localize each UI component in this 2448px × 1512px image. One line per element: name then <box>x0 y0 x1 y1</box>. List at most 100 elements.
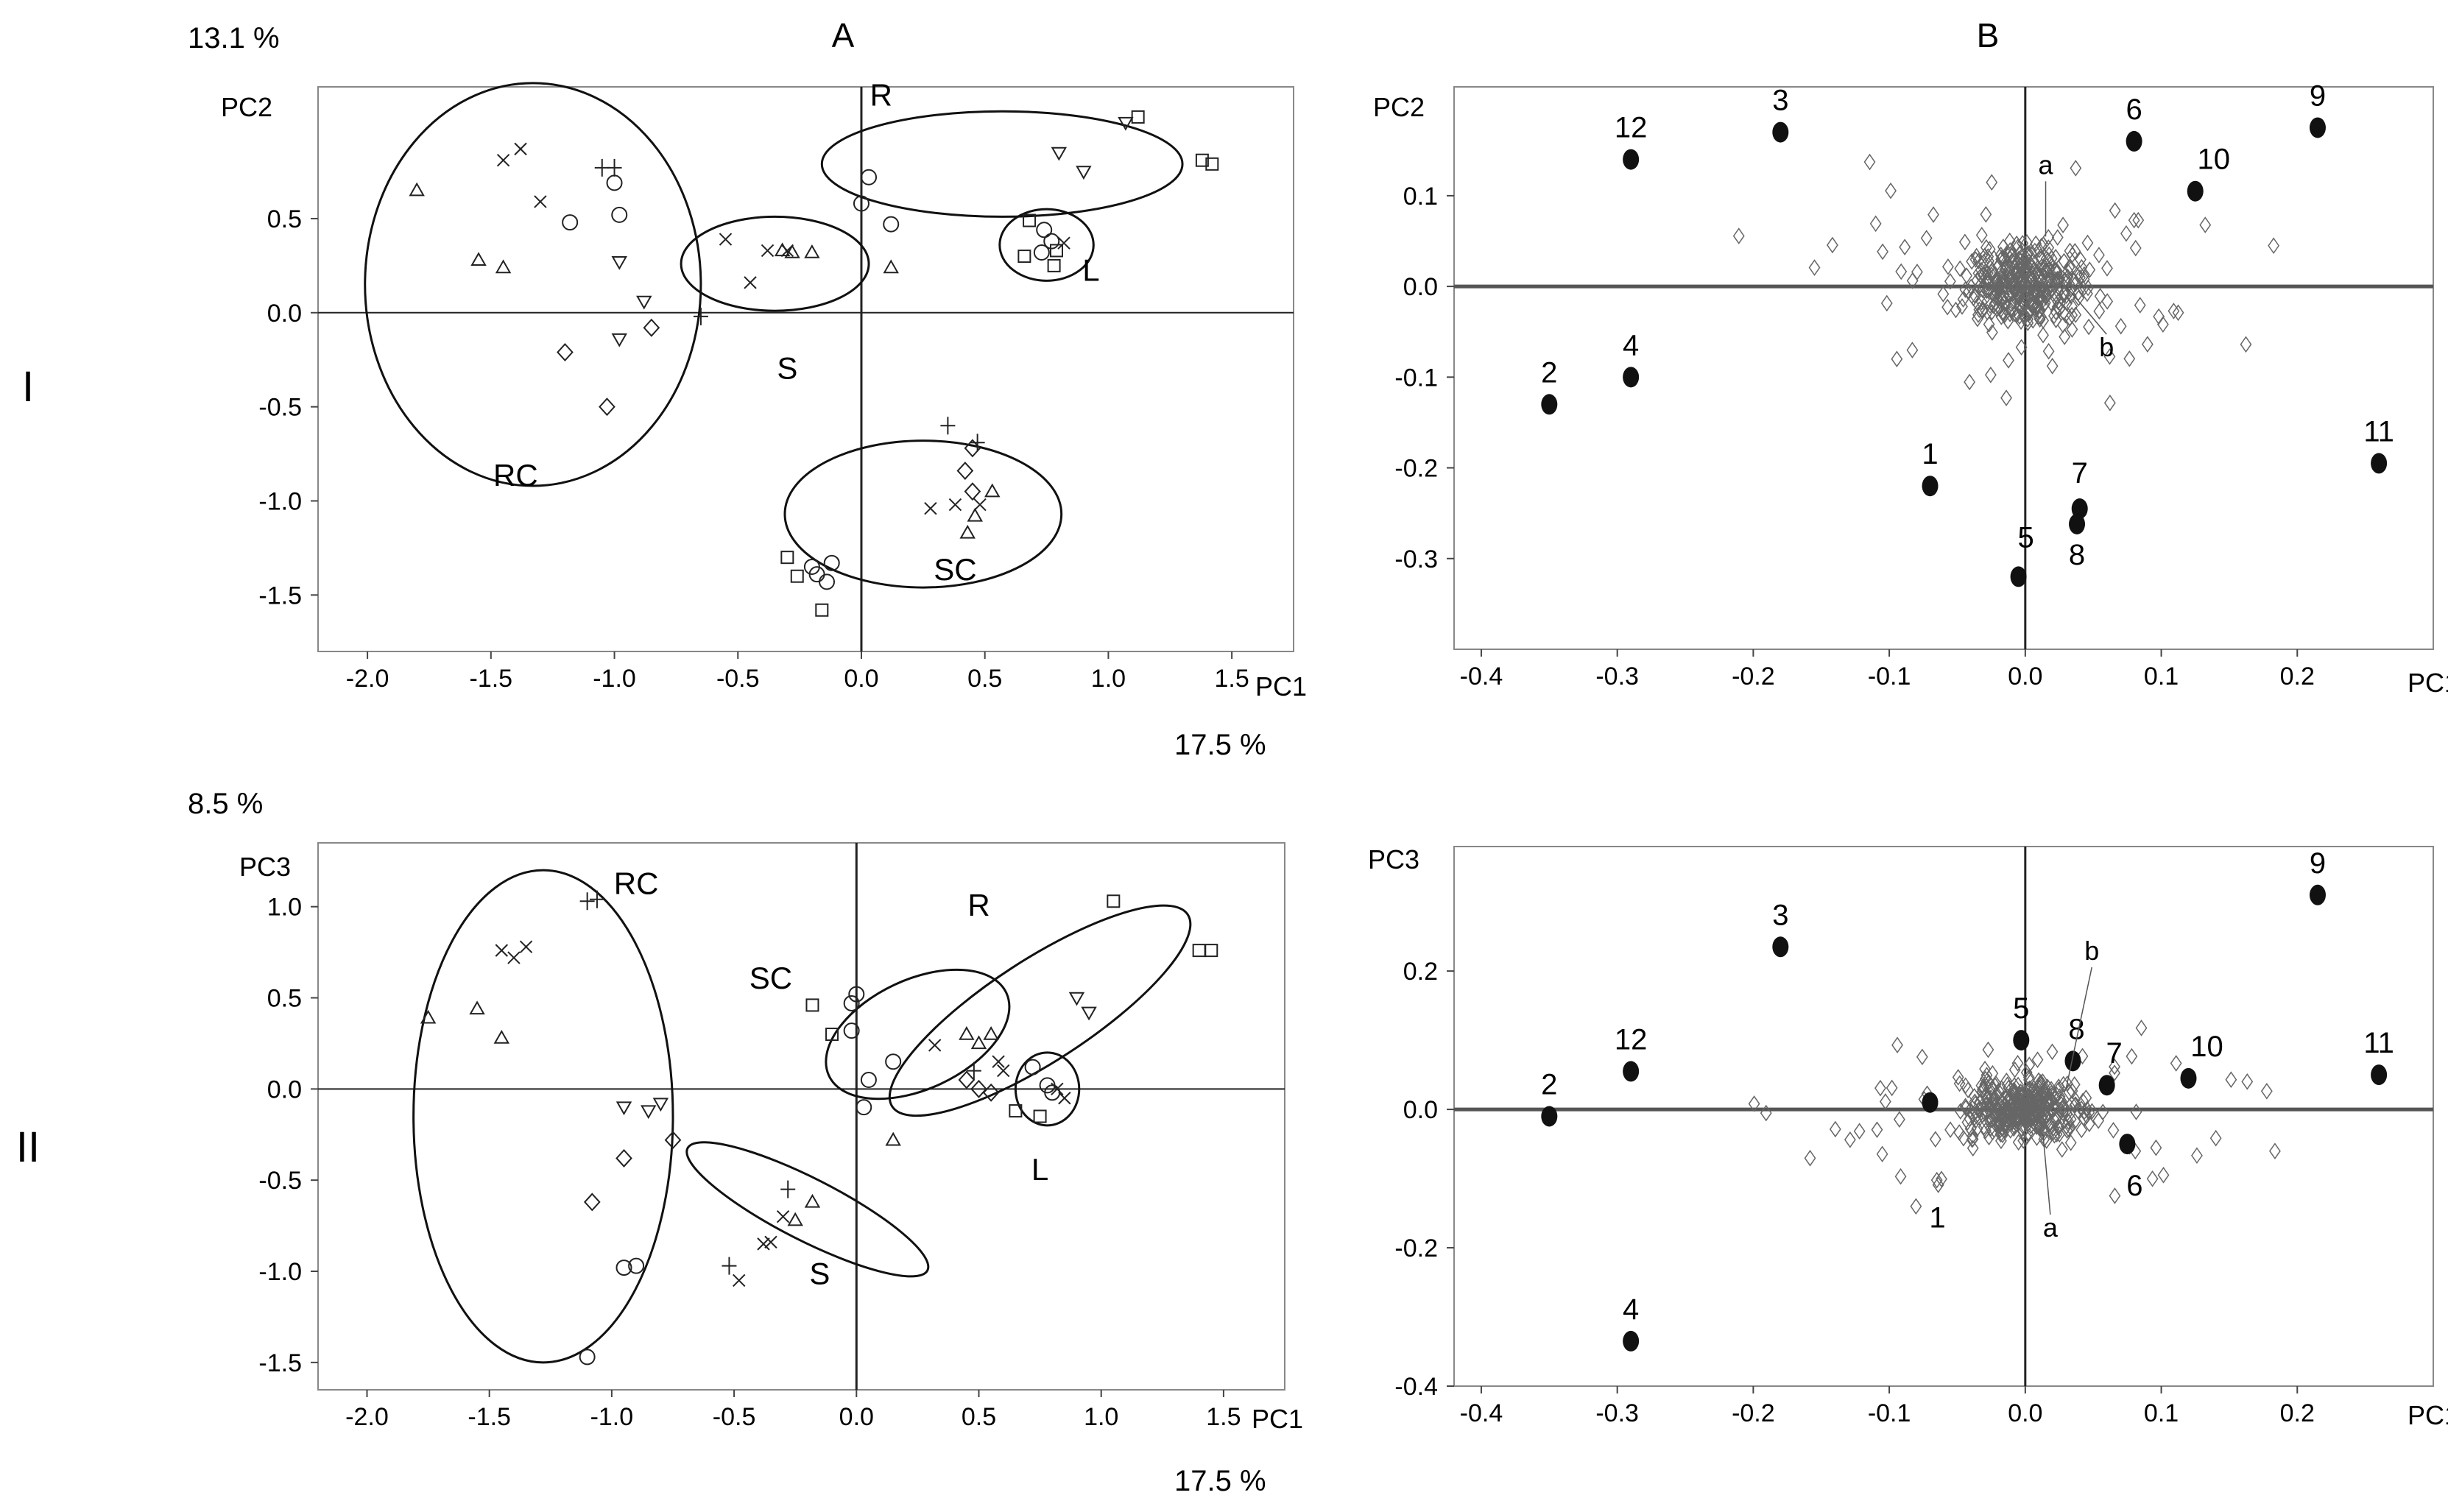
variable-loading-point <box>1994 1112 2006 1130</box>
labeled-loading-point <box>2309 117 2326 138</box>
sample-point <box>636 295 652 310</box>
variable-loading-point <box>1986 1123 1999 1141</box>
variable-loading-point <box>2020 250 2033 267</box>
variable-loading-point <box>2021 256 2033 274</box>
group-label-s: S <box>777 350 797 385</box>
sample-point <box>787 1212 803 1226</box>
variable-loading-point <box>2153 308 2165 325</box>
variable-loading-point <box>2000 389 2012 406</box>
variable-loading-point <box>2034 308 2047 325</box>
variable-loading-point <box>1960 1099 1972 1117</box>
variable-loading-point <box>2050 271 2063 289</box>
variable-loading-point <box>2015 339 2028 356</box>
variable-loading-point <box>2037 1083 2050 1100</box>
group-ellipse-s <box>685 1141 930 1278</box>
variable-loading-point <box>2014 244 2026 261</box>
labeled-loading-point <box>1922 476 1939 497</box>
sample-point <box>1023 213 1037 227</box>
y-tick-label: -0.2 <box>1394 455 1438 483</box>
sample-point <box>1033 1109 1047 1123</box>
variable-loading-point <box>2065 260 2078 277</box>
y-tick-label: -0.3 <box>1394 545 1438 573</box>
sample-point <box>1107 894 1121 908</box>
variable-loading-point <box>1994 264 2007 281</box>
x-tick-label: -1.5 <box>470 665 513 693</box>
variable-loading-point <box>2141 336 2154 353</box>
variable-loading-point <box>1969 1102 1982 1120</box>
variable-loading-point <box>2042 239 2055 256</box>
variable-loading-point <box>2005 1115 2017 1133</box>
variable-loading-point <box>2040 262 2053 279</box>
variable-loading-point <box>2150 1139 2162 1156</box>
y-tick-label: -0.5 <box>258 394 302 422</box>
sample-point <box>815 603 829 617</box>
sample-point <box>973 498 987 512</box>
variable-loading-point <box>2037 326 2049 344</box>
variable-loading-point <box>1981 292 1994 310</box>
variable-loading-point <box>1971 272 1983 289</box>
variable-loading-point <box>2031 1086 2044 1103</box>
variable-loading-point <box>1996 304 2008 322</box>
variable-loading-point <box>1929 1131 1941 1148</box>
sample-point <box>883 259 899 274</box>
group-label-rc: RC <box>493 458 538 492</box>
variable-loading-point <box>2043 260 2056 278</box>
panel-ii-a-scores-plot: 8.5 % 17.5 % PC1 PC3 -2.0 -1.5 -1.0 -0.5 0.0… <box>188 788 1303 1497</box>
variable-loading-point <box>2109 1064 2120 1081</box>
x-tick-label: 0.0 <box>2008 1399 2042 1427</box>
column-label-b: B <box>1977 16 2000 54</box>
sample-point <box>1043 233 1060 250</box>
sample-point <box>507 951 521 964</box>
variable-loading-point <box>2034 1073 2047 1091</box>
variable-loading-point <box>2022 275 2035 292</box>
variable-loading-point <box>2191 1147 2203 1165</box>
y-axis-label: PC2 <box>221 92 272 122</box>
sample-point <box>470 252 487 266</box>
variable-loading-point <box>2240 336 2252 353</box>
sample-point <box>496 154 510 167</box>
variable-loading-point <box>2114 317 2127 335</box>
variable-loading-point <box>2056 289 2067 306</box>
sample-point <box>589 890 604 908</box>
sample-point <box>719 233 733 246</box>
variable-loading-point <box>1989 295 2001 312</box>
loading-point-label: 12 <box>1615 1023 1648 1056</box>
variable-loading-point <box>1895 263 1908 280</box>
variable-loading-point <box>1959 1098 1972 1115</box>
variable-loading-point <box>2050 1086 2063 1103</box>
sample-point <box>1057 236 1070 250</box>
sample-point <box>883 216 900 233</box>
variable-loading-point <box>2014 252 2027 269</box>
variable-loading-point <box>2042 280 2055 297</box>
sample-point <box>776 1210 790 1223</box>
sample-point <box>1047 258 1061 272</box>
loading-point-label: 3 <box>1772 899 1788 931</box>
sample-point <box>1051 1082 1064 1096</box>
sample-point <box>1058 1092 1071 1105</box>
sample-point <box>964 439 981 458</box>
variable-loading-point <box>2041 1110 2053 1128</box>
sample-point <box>579 1349 596 1366</box>
labeled-loading-point <box>2187 180 2204 202</box>
variable-loading-point <box>1936 1170 1947 1187</box>
sample-point <box>970 434 985 452</box>
variable-loading-point <box>2004 1103 2017 1121</box>
variable-loading-point <box>2023 1056 2036 1073</box>
sample-point <box>1081 1006 1097 1021</box>
variable-loading-point <box>1853 1123 1866 1140</box>
x-tick-label: -0.5 <box>713 1403 756 1431</box>
variable-loading-point <box>2008 1061 2021 1078</box>
variable-loading-point <box>2001 1076 2014 1093</box>
sample-point <box>469 1000 485 1015</box>
variable-loading-point <box>1979 1104 1991 1122</box>
variable-loading-point <box>2050 303 2062 321</box>
loading-point-label: 6 <box>2126 1170 2142 1202</box>
variable-loading-point <box>2041 1095 2053 1112</box>
variable-loading-point <box>2109 202 2121 219</box>
variable-loading-point <box>1906 342 1919 358</box>
sample-point <box>784 244 800 258</box>
variable-loading-point <box>2128 211 2140 229</box>
sample-point <box>615 1148 632 1167</box>
sample-point <box>409 182 425 197</box>
x-axis-label: PC1 <box>1252 1404 1303 1434</box>
